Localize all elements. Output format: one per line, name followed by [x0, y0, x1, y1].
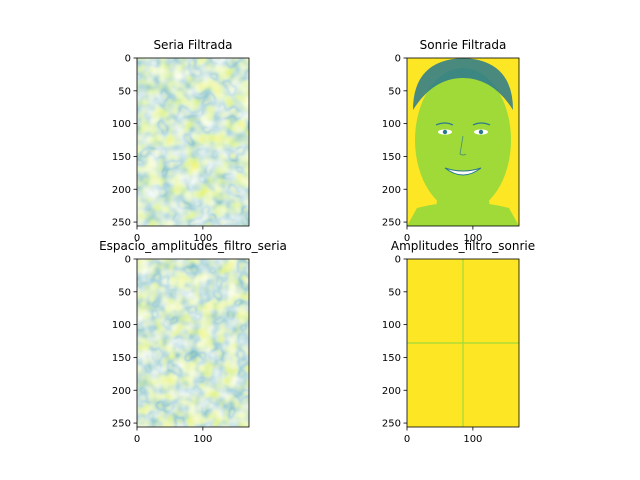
y-tick-label: 150	[112, 152, 131, 163]
axes-frame	[406, 258, 520, 428]
y-tick-label: 200	[112, 386, 131, 397]
iris	[478, 129, 484, 135]
face-oval	[415, 68, 511, 212]
heatmap-image	[137, 259, 249, 427]
x-tick-label: 100	[463, 233, 482, 244]
smile	[444, 167, 482, 176]
y-tick-label: 50	[118, 287, 131, 298]
y-tick-label: 250	[382, 218, 401, 229]
heatmap-image	[407, 58, 519, 226]
heatmap-image	[137, 58, 249, 226]
subplot-title: Amplitudes_filtro_sonrie	[391, 239, 535, 253]
y-tick-label: 200	[382, 386, 401, 397]
axes-frame	[136, 57, 250, 227]
y-tick-label: 200	[112, 185, 131, 196]
y-tick-label: 0	[395, 54, 401, 65]
y-tick-label: 150	[382, 353, 401, 364]
y-tick-label: 150	[112, 353, 131, 364]
y-tick-label: 250	[112, 218, 131, 229]
iris	[535, 353, 539, 357]
y-tick-label: 50	[388, 287, 401, 298]
hair	[413, 58, 513, 110]
y-tick-label: 0	[125, 54, 131, 65]
y-tick-label: 100	[112, 320, 131, 331]
x-tick-label: 0	[404, 434, 410, 445]
y-tick-label: 100	[382, 320, 401, 331]
subplot-title: Espacio_amplitudes_filtro_seria	[99, 239, 287, 253]
y-tick-label: 0	[395, 255, 401, 266]
x-tick-label: 0	[134, 233, 140, 244]
y-tick-label: 50	[388, 86, 401, 97]
y-tick-label: 0	[125, 255, 131, 266]
eye	[382, 312, 396, 317]
y-tick-label: 150	[382, 152, 401, 163]
x-tick-label: 0	[404, 233, 410, 244]
eye	[530, 312, 544, 317]
axes-frame	[136, 258, 250, 428]
subplot-title: Sonrie Filtrada	[420, 38, 507, 52]
heatmap-image	[382, 259, 549, 463]
subplot-title: Seria Filtrada	[153, 38, 232, 52]
iris	[442, 129, 448, 135]
x-tick-label: 100	[193, 434, 212, 445]
y-tick-label: 200	[382, 185, 401, 196]
axes-frame	[406, 57, 520, 227]
x-tick-label: 100	[193, 233, 212, 244]
x-tick-label: 0	[134, 434, 140, 445]
iris	[535, 313, 539, 317]
iris	[387, 313, 391, 317]
x-tick-label: 100	[463, 434, 482, 445]
y-tick-label: 100	[112, 119, 131, 130]
y-tick-label: 50	[118, 86, 131, 97]
y-tick-label: 250	[112, 419, 131, 430]
eye	[530, 352, 544, 357]
neck	[489, 423, 549, 463]
y-tick-label: 100	[382, 119, 401, 130]
y-tick-label: 250	[382, 419, 401, 430]
